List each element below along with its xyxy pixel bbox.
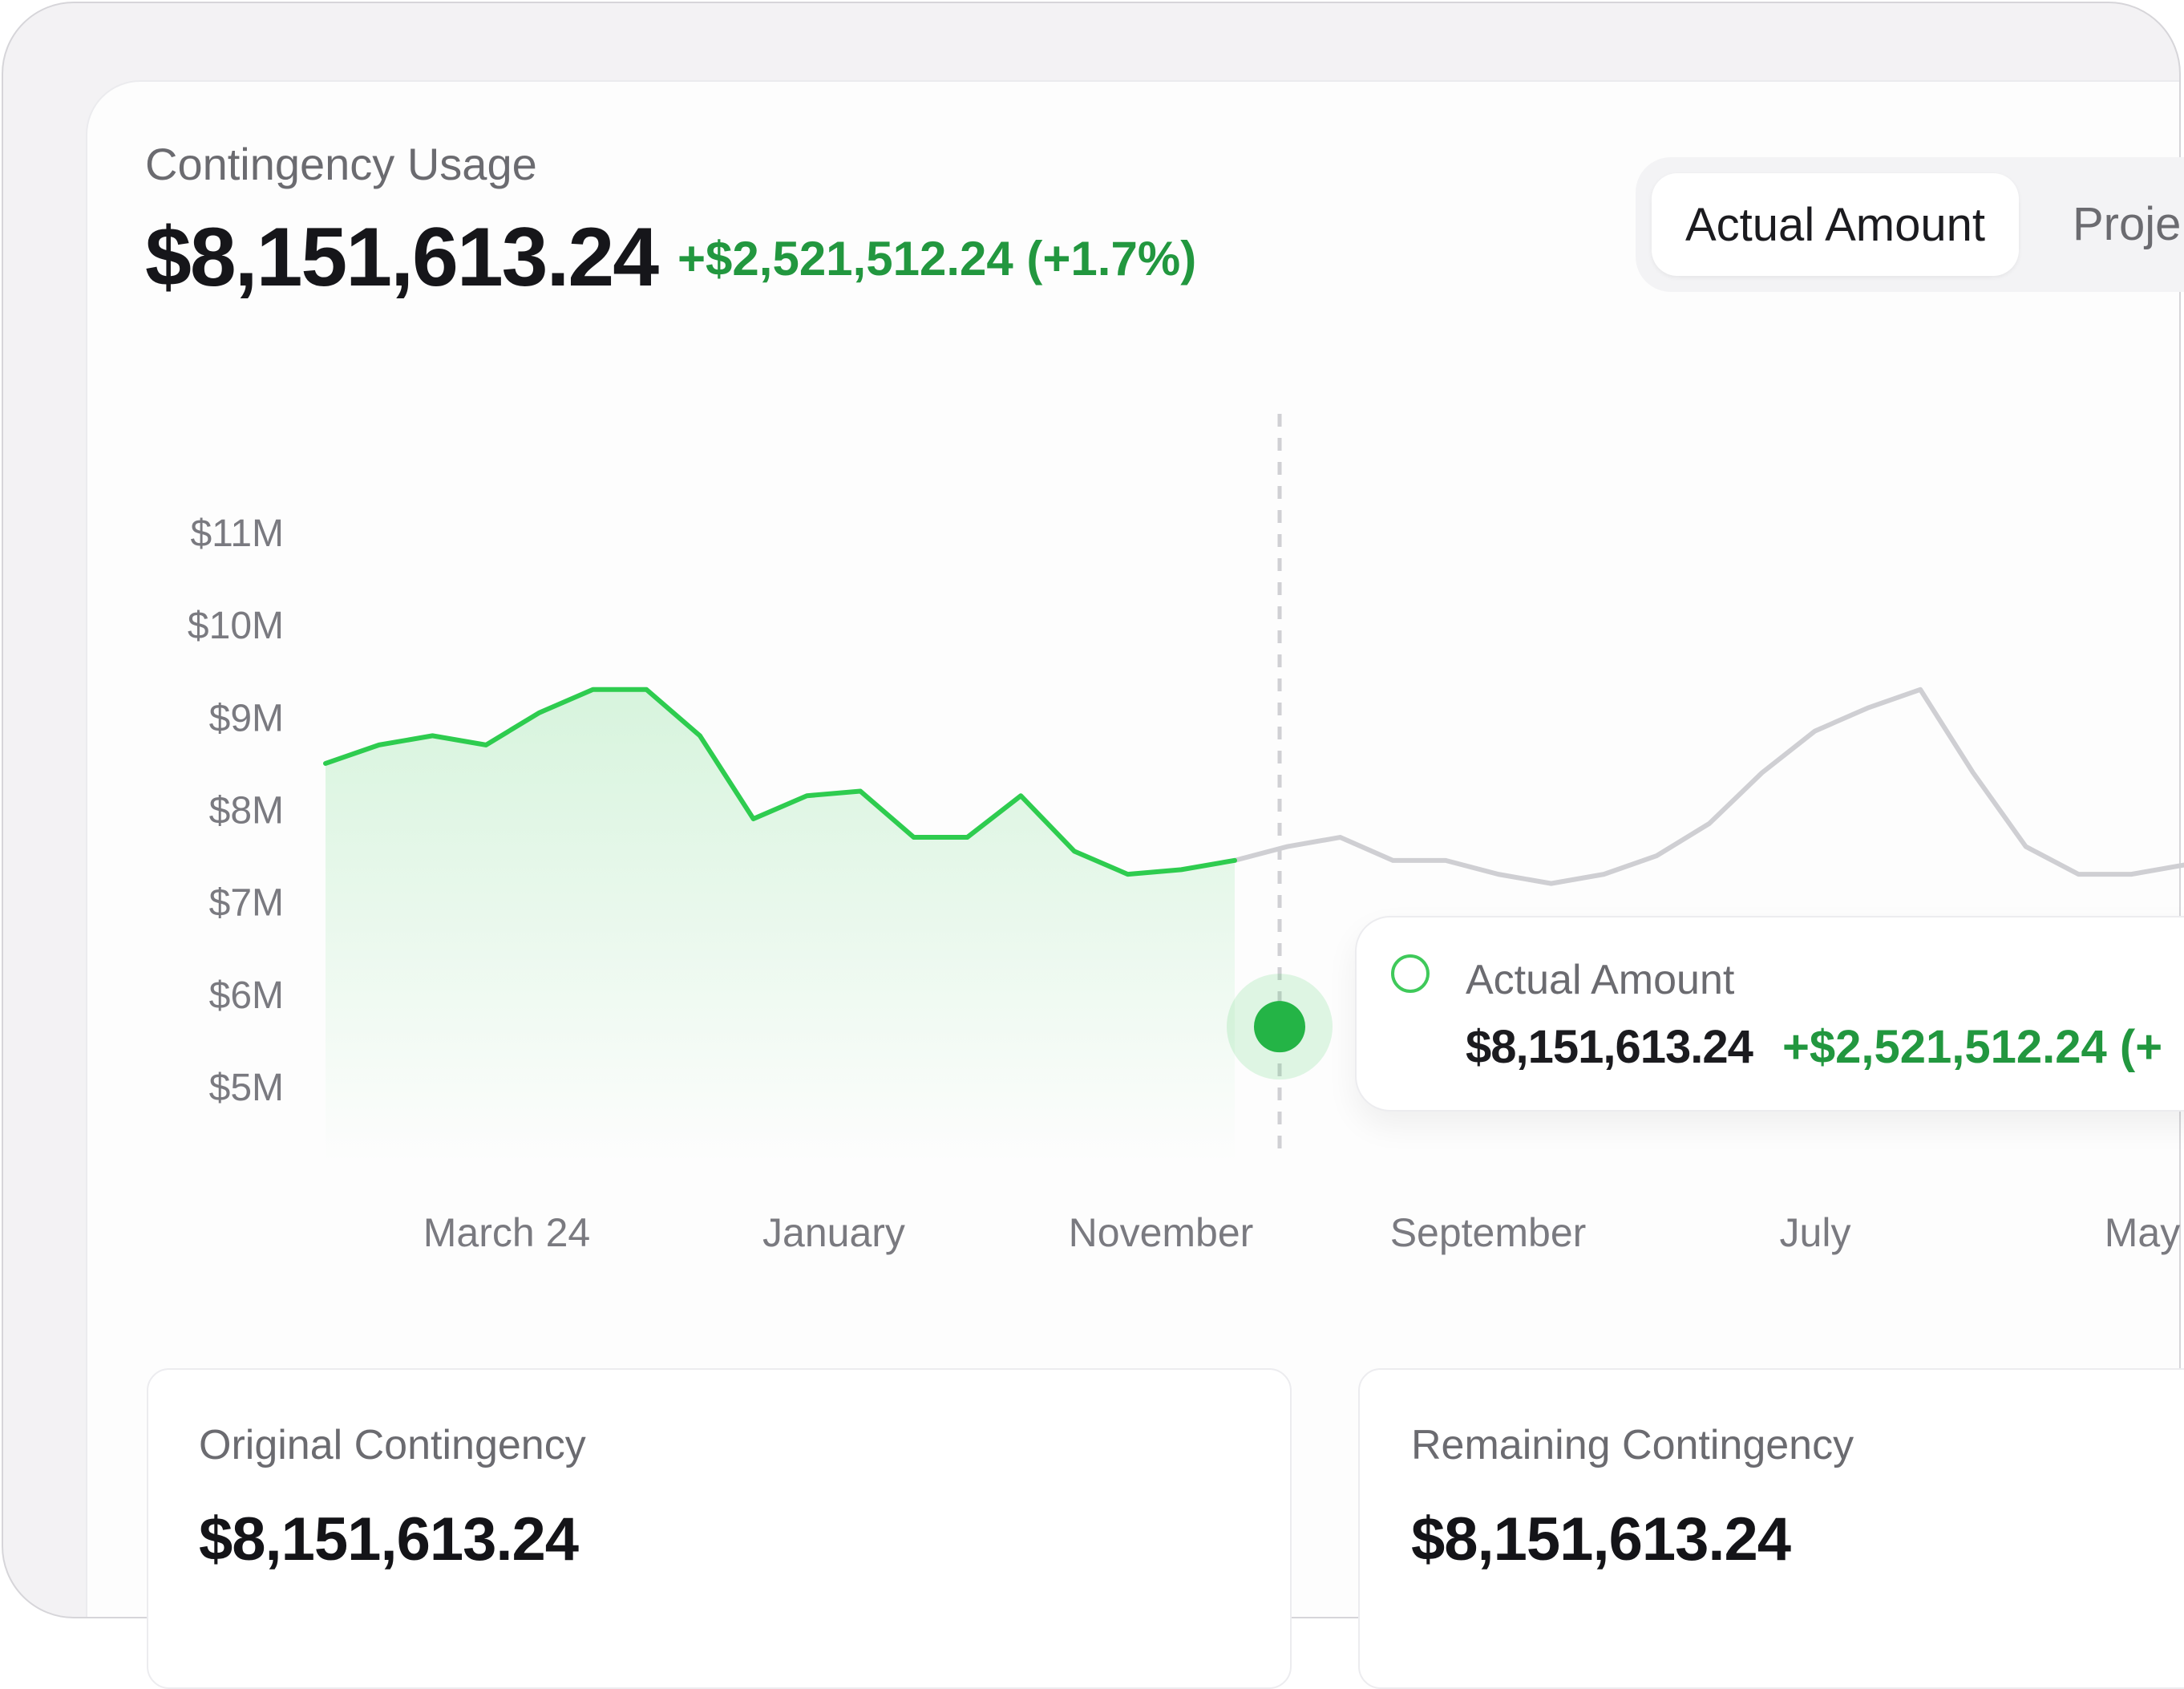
chart-tooltip [1355,916,2184,1112]
card-title: Contingency Usage [145,139,537,189]
x-tick-label: November [1069,1210,1254,1255]
contingency-chart[interactable]: $11M $10M $9M $8M $7M $6M $5M March 24 January N… [0,0,2184,1620]
x-tick-label: January [762,1210,905,1255]
y-tick-label: $10M [188,605,284,647]
y-tick-label: $9M [209,697,284,739]
x-axis: March 24 January November September July May [423,1210,2180,1255]
x-tick-label: July [1780,1210,1851,1255]
y-axis: $11M $10M $9M $8M $7M $6M $5M [188,512,284,1109]
x-tick-label: May [2105,1210,2180,1255]
tooltip-value: $8,151,613.24 [1466,1021,1753,1073]
legend-circle-icon [1391,954,1430,993]
tooltip-delta: +$2,521,512.24 (+ [1782,1021,2163,1073]
remaining-contingency-value: $8,151,613.24 [1411,1505,1791,1574]
y-tick-label: $8M [209,790,284,832]
y-tick-label: $5M [209,1067,284,1109]
tooltip-label: Actual Amount [1466,957,1735,1003]
total-value: $8,151,613.24 [145,211,659,304]
y-tick-label: $7M [209,882,284,925]
remaining-contingency-label: Remaining Contingency [1411,1422,1854,1468]
projected-series-line [1232,687,2184,886]
original-contingency-value: $8,151,613.24 [199,1505,579,1574]
current-marker-dot[interactable] [1254,1001,1305,1053]
toggle-actual-amount[interactable]: Actual Amount [1652,173,2019,276]
total-delta: +$2,521,512.24 (+1.7%) [677,232,1197,286]
x-tick-label: September [1390,1210,1587,1255]
x-tick-label: March 24 [423,1210,590,1255]
y-tick-label: $11M [190,512,284,555]
actual-series-line [323,687,1237,877]
y-tick-label: $6M [209,974,284,1017]
original-contingency-label: Original Contingency [199,1422,586,1468]
actual-area-fill [326,689,1235,1163]
toggle-projected[interactable]: Proje [2073,198,2182,250]
